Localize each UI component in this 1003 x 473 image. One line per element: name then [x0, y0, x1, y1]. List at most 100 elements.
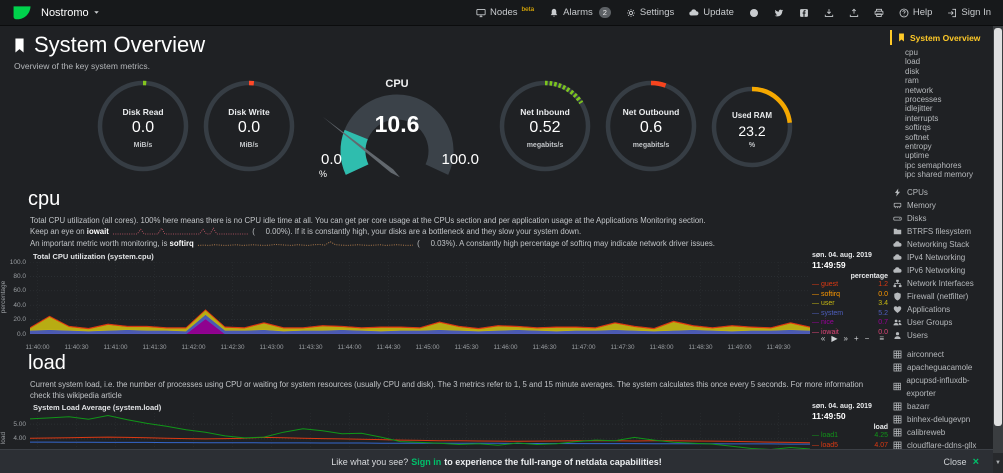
- sidebar-item-applications[interactable]: Applications: [890, 303, 993, 316]
- nav-item-download[interactable]: [824, 7, 834, 18]
- legend-row-user[interactable]: — user 3.4: [812, 299, 888, 309]
- cloud-icon: [689, 8, 699, 16]
- chart-legend: søn. 04. aug. 2019 11:49:59 percentage — gu…: [812, 252, 888, 337]
- load-desc-line1: Current system load, i.e. the number of …: [30, 380, 864, 400]
- nav-item-help[interactable]: Help: [899, 7, 932, 19]
- shield-icon: [894, 292, 901, 301]
- cpu-chart-plot[interactable]: [30, 262, 810, 334]
- sidebar-item-user-groups[interactable]: User Groups: [890, 316, 993, 329]
- sidebar-item-entropy[interactable]: entropy: [905, 142, 932, 152]
- gauge-disk-read[interactable]: Disk Read 0.0 MiB/s: [95, 78, 191, 174]
- netdata-logo-icon[interactable]: [12, 5, 33, 21]
- x-axis-tick: 11:48:00: [649, 344, 674, 351]
- sidebar-item-btrfs-filesystem[interactable]: BTRFS filesystem: [890, 225, 993, 238]
- nav-item-update[interactable]: Update: [689, 7, 734, 19]
- sidebar-item-apacheguacamole[interactable]: apacheguacamole: [890, 361, 993, 374]
- nav-item-sign-in[interactable]: Sign In: [947, 7, 991, 19]
- legend-row-nice[interactable]: — nice 0.7: [812, 318, 888, 328]
- sidebar-item-firewall-netfilter-[interactable]: Firewall (netfilter): [890, 290, 993, 303]
- nav-item-print[interactable]: [874, 7, 884, 18]
- play-icon[interactable]: ▶: [831, 334, 838, 343]
- sidebar-item-softirqs[interactable]: softirqs: [905, 123, 931, 133]
- main-content: System Overview Overview of the key syst…: [0, 26, 890, 467]
- gauge-label: Disk Write: [228, 107, 270, 117]
- bolt-icon: [894, 188, 901, 197]
- sidebar-item-interrupts[interactable]: interrupts: [905, 113, 939, 123]
- gauge-used-ram[interactable]: Used RAM 23.2%: [709, 84, 795, 170]
- gauge-disk-write[interactable]: Disk Write 0.0 MiB/s: [201, 78, 297, 174]
- signin-link[interactable]: Sign in: [411, 456, 442, 467]
- page-scrollbar[interactable]: ▼: [993, 26, 1003, 473]
- nav-item-facebook[interactable]: [799, 7, 809, 18]
- host-selector[interactable]: Nostromo: [41, 7, 101, 19]
- resize-handle-icon[interactable]: ≡: [879, 334, 884, 343]
- sidebar-item-processes[interactable]: processes: [905, 95, 942, 105]
- legend-series-name: — load5: [812, 441, 839, 449]
- zoom-out-icon[interactable]: −: [864, 334, 870, 343]
- sidebar-item-cpus[interactable]: CPUs: [890, 186, 993, 199]
- gauge-value: 10.6: [374, 111, 420, 137]
- nav-item-twitter[interactable]: [774, 7, 784, 18]
- sidebar-item-disk[interactable]: disk: [905, 66, 920, 76]
- sidebar-item-ram[interactable]: ram: [905, 76, 919, 86]
- legend-row-system[interactable]: — system 5.2: [812, 309, 888, 319]
- sitemap-icon: [893, 279, 902, 287]
- sidebar-item-networking-stack[interactable]: Networking Stack: [890, 238, 993, 251]
- sidebar-item-network[interactable]: network: [905, 85, 934, 95]
- memory-icon: [893, 202, 902, 208]
- legend-row-load5[interactable]: — load5 4.07: [812, 441, 888, 451]
- sidebar-item-users[interactable]: Users: [890, 329, 993, 342]
- sidebar-item-ipv4-networking[interactable]: IPv4 Networking: [890, 251, 993, 264]
- gauge-net-outbound[interactable]: Net Outbound 0.6 megabits/s: [603, 78, 699, 174]
- sidebar-item-cloudflare-ddns-gllx[interactable]: cloudflare-ddns-gllx: [890, 439, 993, 452]
- nav-item-alarms[interactable]: Alarms 2: [549, 6, 611, 19]
- sidebar-item-memory[interactable]: Memory: [890, 199, 993, 212]
- nav-item-upload[interactable]: [849, 7, 859, 18]
- nav-item-nodes[interactable]: Nodes beta: [476, 6, 534, 19]
- iowait-sparkline: [113, 227, 249, 237]
- legend-row-softirq[interactable]: — softirq 0.0: [812, 290, 888, 300]
- pan-left-icon[interactable]: «: [820, 334, 826, 343]
- upload-icon: [849, 8, 859, 17]
- pan-right-icon[interactable]: »: [843, 334, 848, 343]
- nav-item-github[interactable]: [749, 7, 759, 18]
- sidebar-item-load[interactable]: load: [905, 57, 921, 67]
- sidebar-section-label: Firewall (netfilter): [907, 291, 969, 301]
- sidebar-item-network-interfaces[interactable]: Network Interfaces: [890, 277, 993, 290]
- legend-series-value: 0.0: [878, 328, 888, 336]
- gauge-net-inbound[interactable]: Net Inbound 0.52 megabits/s: [497, 78, 593, 174]
- sidebar-item-bazarr[interactable]: bazarr: [890, 400, 993, 413]
- sidebar-sections: CPUs Memory Disks BTRFS filesystem Networkin…: [890, 186, 993, 342]
- sidebar-item-airconnect[interactable]: airconnect: [890, 348, 993, 361]
- banner-close-button[interactable]: Close ×: [944, 456, 979, 468]
- scrollbar-thumb[interactable]: [994, 28, 1002, 426]
- legend-row-load1[interactable]: — load1 4.25: [812, 431, 888, 441]
- sidebar-item-system-overview[interactable]: System Overview: [890, 30, 993, 45]
- sidebar-item-uptime[interactable]: uptime: [905, 151, 930, 161]
- legend-row-iowait[interactable]: — iowait 0.0: [812, 328, 888, 338]
- scrollbar-down-arrow[interactable]: ▼: [993, 453, 1003, 473]
- sidebar-item-ipc-shared-memory[interactable]: ipc shared memory: [905, 170, 974, 180]
- sidebar-item-disks[interactable]: Disks: [890, 212, 993, 225]
- sidebar-item-softnet[interactable]: softnet: [905, 132, 930, 142]
- sidebar-item-apcupsd-influxdb-exporter[interactable]: apcupsd-influxdb-exporter: [890, 374, 993, 400]
- legend-series-value: 1.2: [878, 281, 888, 288]
- sidebar-item-ipc-semaphores[interactable]: ipc semaphores: [905, 160, 962, 170]
- sidebar-item-ipv6-networking[interactable]: IPv6 Networking: [890, 264, 993, 277]
- sidebar-section-label: Disks: [907, 213, 927, 223]
- x-axis-tick: 11:46:00: [493, 344, 518, 351]
- x-axis-tick: 11:42:00: [181, 344, 206, 351]
- gauge-min: 0.0: [321, 151, 342, 168]
- zoom-in-icon[interactable]: +: [853, 334, 859, 343]
- gauge-label: CPU: [385, 78, 409, 90]
- gauge-cpu[interactable]: CPU 10.6 0.0 100.0%: [307, 78, 487, 182]
- sidebar-item-calibreweb[interactable]: calibreweb: [890, 426, 993, 439]
- legend-row-guest[interactable]: — guest 1.2: [812, 280, 888, 290]
- sidebar-item-binhex-delugevpn[interactable]: binhex-delugevpn: [890, 413, 993, 426]
- banner-suffix: to experience the full-range of netdata …: [444, 456, 662, 467]
- sidebar-item-cpu[interactable]: cpu: [905, 48, 918, 57]
- nav-item-settings[interactable]: Settings: [626, 7, 674, 19]
- grid-icon: [893, 383, 901, 391]
- cpu-desc-line3: An important metric worth monitoring, is…: [30, 238, 875, 250]
- sidebar-item-idlejitter[interactable]: idlejitter: [905, 104, 933, 114]
